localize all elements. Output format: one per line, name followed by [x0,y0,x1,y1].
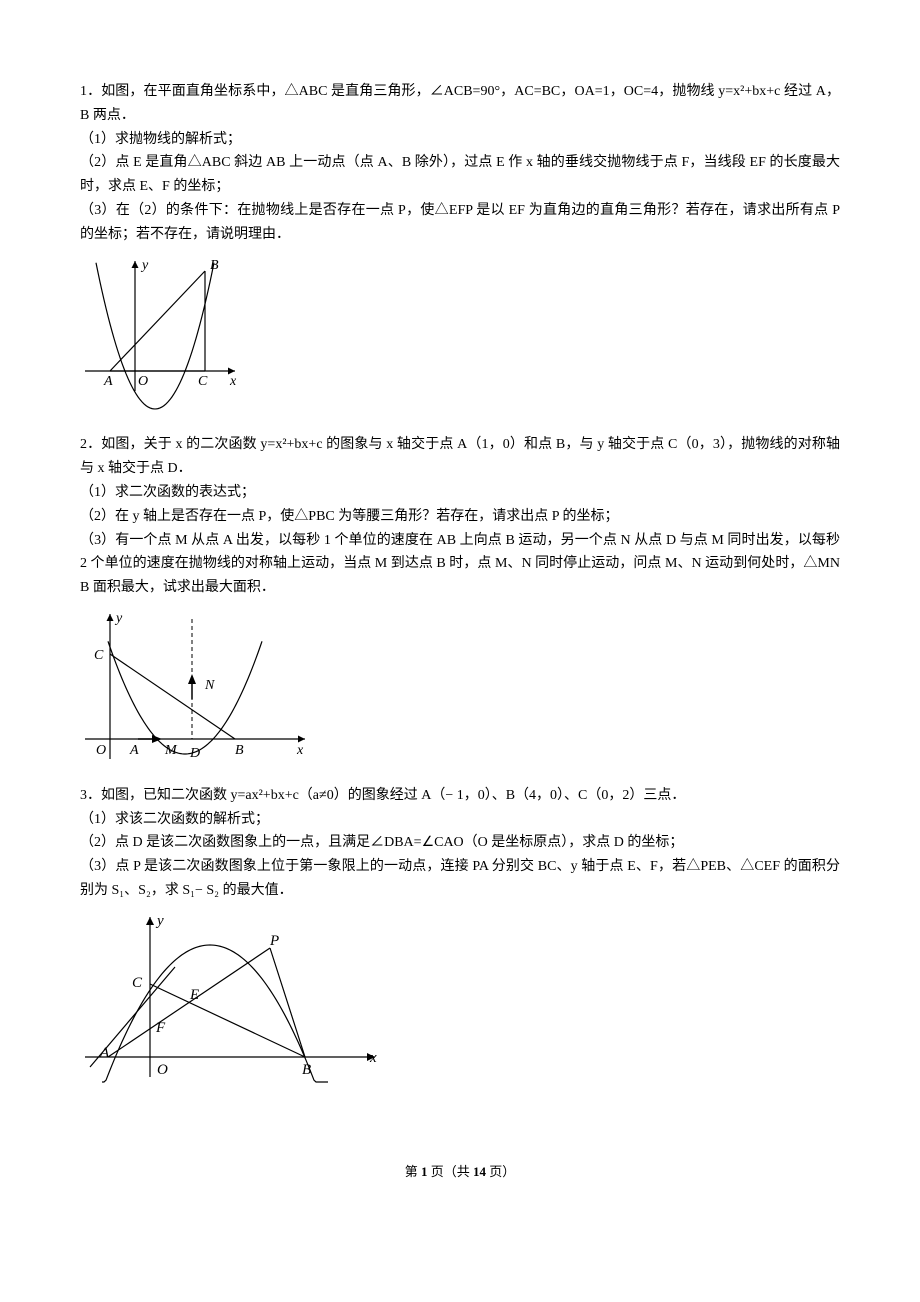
svg-text:A: A [129,743,139,758]
footer-suffix: 页） [489,1164,515,1179]
svg-text:x: x [296,743,304,758]
p3-part3: （3）点 P 是该二次函数图象上位于第一象限上的一动点，连接 PA 分别交 BC… [80,855,840,903]
p2-part2: （2）在 y 轴上是否存在一点 P，使△PBC 为等腰三角形？若存在，请求出点 … [80,505,840,529]
svg-text:y: y [140,258,149,273]
p1-part3: （3）在（2）的条件下：在抛物线上是否存在一点 P，使△EFP 是以 EF 为直… [80,199,840,247]
svg-text:B: B [302,1062,311,1078]
svg-text:y: y [155,913,164,929]
footer-page: 1 [421,1164,428,1179]
p3-figure: y P C E F A O Bx [80,907,840,1101]
p3-stem: 3．如图，已知二次函数 y=ax²+bx+c（a≠0）的图象经过 A（− 1，0… [80,784,840,808]
svg-text:y: y [114,611,123,626]
p3-part1: （1）求该二次函数的解析式； [80,808,840,832]
svg-text:E: E [189,987,199,1003]
svg-text:C: C [198,374,208,389]
p2-figure: y C N O A MD Bx [80,604,840,778]
svg-text:N: N [204,678,215,693]
svg-text:A: A [103,374,113,389]
page-content: 1．如图，在平面直角坐标系中，△ABC 是直角三角形，∠ACB=90°，AC=B… [80,80,840,1183]
p1-figure: y B A O Cx [80,251,840,428]
svg-text:P: P [269,933,279,949]
footer-total: 14 [473,1164,486,1179]
p3-part2: （2）点 D 是该二次函数图象上的一点，且满足∠DBA=∠CAO（O 是坐标原点… [80,831,840,855]
svg-text:O: O [157,1062,168,1078]
svg-text:O: O [138,374,148,389]
footer-mid: 页（共 [431,1164,470,1179]
svg-text:B: B [210,258,219,273]
svg-text:C: C [132,975,143,991]
svg-text:F: F [155,1020,166,1036]
svg-text:A: A [99,1045,110,1061]
p2-part3: （3）有一个点 M 从点 A 出发，以每秒 1 个单位的速度在 AB 上向点 B… [80,529,840,600]
p2-stem: 2．如图，关于 x 的二次函数 y=x²+bx+c 的图象与 x 轴交于点 A（… [80,433,840,481]
svg-text:x: x [229,374,237,389]
p1-part1: （1）求抛物线的解析式； [80,128,840,152]
svg-text:O: O [96,743,106,758]
svg-text:D: D [189,746,200,761]
svg-text:x: x [369,1050,377,1066]
p1-part2: （2）点 E 是直角△ABC 斜边 AB 上一动点（点 A、B 除外），过点 E… [80,151,840,199]
svg-text:C: C [94,648,104,663]
p1-stem: 1．如图，在平面直角坐标系中，△ABC 是直角三角形，∠ACB=90°，AC=B… [80,80,840,128]
page-footer: 第 1 页（共 14 页） [80,1161,840,1183]
svg-text:M: M [164,743,178,758]
footer-prefix: 第 [405,1164,418,1179]
svg-text:B: B [235,743,244,758]
p2-part1: （1）求二次函数的表达式； [80,481,840,505]
